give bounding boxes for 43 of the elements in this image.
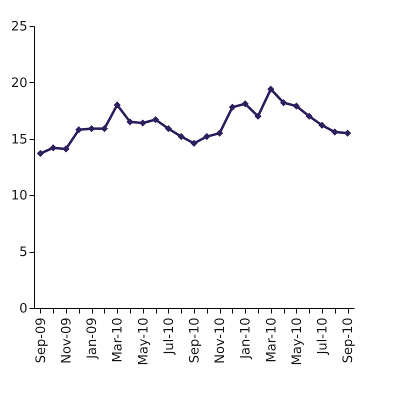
- x-tick-label: May-10: [290, 318, 305, 366]
- point: [190, 140, 198, 147]
- point: [75, 126, 82, 134]
- point: [100, 125, 108, 132]
- point: [88, 125, 96, 132]
- point: [306, 112, 313, 120]
- point: [280, 99, 288, 106]
- point: [126, 118, 134, 126]
- point: [152, 116, 160, 124]
- y-tick-label: 25: [10, 20, 28, 34]
- point: [216, 130, 224, 137]
- y-tick-label: 15: [10, 132, 28, 148]
- point: [203, 133, 210, 140]
- x-tick-label: Sep-09: [34, 318, 49, 364]
- point: [114, 101, 121, 108]
- x-tick-label: May-10: [136, 318, 152, 366]
- point: [50, 144, 57, 152]
- x-tick-label: Nov-09: [60, 318, 74, 364]
- x-tick-label: Mar-10: [264, 318, 280, 362]
- point: [164, 125, 172, 132]
- point: [318, 122, 326, 129]
- y-tick-label: 20: [10, 76, 28, 91]
- y-tick-label: 0: [19, 302, 28, 316]
- x-tick-label: Jan-09: [85, 318, 100, 360]
- point: [292, 102, 300, 110]
- x-tick-label: Mar-10: [110, 318, 126, 362]
- point: [178, 133, 185, 140]
- point: [331, 128, 338, 136]
- point: [267, 86, 274, 93]
- x-tick-label: Jul-10: [162, 318, 177, 356]
- x-tick-label: Sep-10: [341, 318, 356, 364]
- y-tick-label: 10: [10, 188, 28, 204]
- x-tick-label: Nov-10: [213, 318, 228, 364]
- point: [242, 100, 249, 108]
- y-tick-label: 5: [19, 245, 28, 260]
- point: [228, 104, 236, 111]
- point: [254, 112, 262, 120]
- x-tick-label: Jan-10: [238, 318, 254, 360]
- x-tick-label: Jul-10: [316, 318, 330, 356]
- point: [36, 150, 44, 157]
- x-tick-label: Sep-10: [188, 318, 202, 364]
- point: [344, 130, 352, 137]
- point: [139, 119, 146, 127]
